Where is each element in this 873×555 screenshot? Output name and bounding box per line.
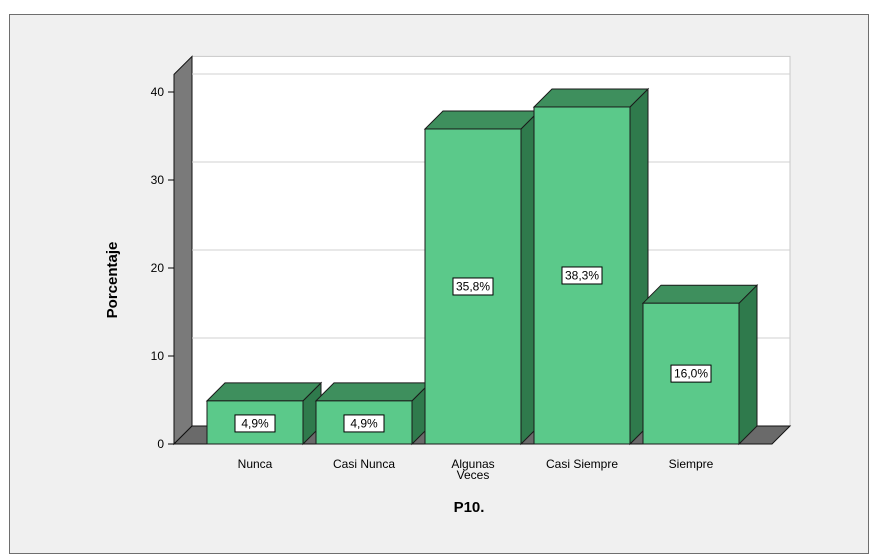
data-label: 38,3% — [565, 268, 599, 282]
x-tick-label: Casi Nunca — [333, 457, 395, 471]
bar-top — [423, 110, 541, 130]
y-tick-label: 40 — [151, 85, 165, 99]
x-tick-label-line: Veces — [457, 468, 490, 482]
y-tick-label: 10 — [151, 349, 165, 363]
data-label-box — [343, 414, 385, 433]
data-label-box — [452, 277, 494, 296]
data-label: 4,9% — [350, 416, 378, 430]
bar-top — [205, 382, 323, 402]
bar-top — [532, 88, 650, 108]
bar-top — [641, 284, 759, 304]
y-tick-label: 20 — [151, 261, 165, 275]
data-label: 16,0% — [674, 367, 708, 381]
data-label: 35,8% — [456, 279, 490, 293]
y-axis-title: Porcentaje — [104, 242, 121, 319]
x-axis-title: P10. — [454, 499, 485, 516]
x-tick-label: Siempre — [669, 457, 714, 471]
data-label-box — [561, 266, 603, 285]
x-tick-label: Algunas Veces — [451, 457, 494, 482]
data-label-box — [670, 364, 712, 383]
bar-side — [738, 283, 758, 446]
plot-side-wall — [173, 55, 193, 446]
bar-chart: 0 10 20 30 40 4,9% Nunca 4,9% Casi Nunca 35,8% Al… — [104, 55, 792, 516]
data-label: 4,9% — [241, 416, 269, 430]
x-tick-label-line: Casi Nunca — [333, 457, 395, 471]
bar-top — [314, 382, 432, 402]
chart-frame: 0 10 20 30 40 4,9% Nunca 4,9% Casi Nunca 35,8% Al… — [9, 14, 869, 554]
x-tick-label: Casi Siempre — [546, 457, 618, 471]
x-tick-label-line: Nunca — [238, 457, 273, 471]
y-tick-label: 0 — [157, 437, 164, 451]
x-tick-label-line: Casi Siempre — [546, 457, 618, 471]
x-tick-label-line: Siempre — [669, 457, 714, 471]
x-tick-label-line: Algunas — [451, 457, 494, 471]
data-label-box — [234, 414, 276, 433]
y-tick-label: 30 — [151, 173, 165, 187]
x-tick-label: Nunca — [238, 457, 273, 471]
